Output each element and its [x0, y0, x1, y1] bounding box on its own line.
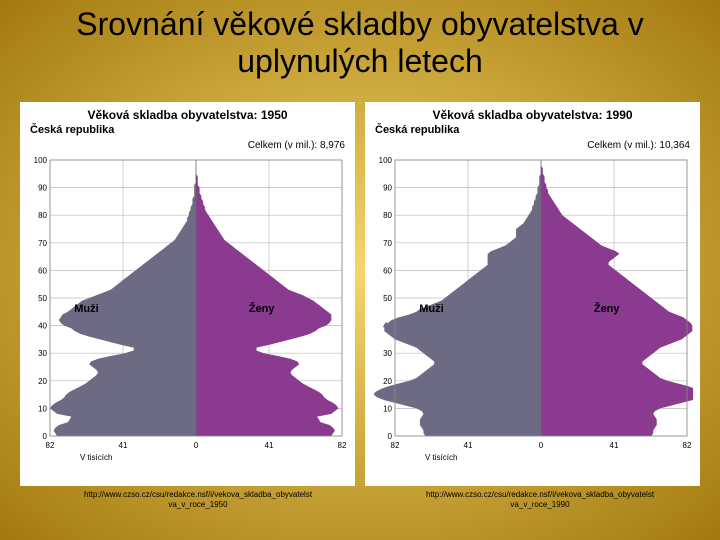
svg-text:82: 82: [338, 441, 347, 450]
chart-title: Věková skladba obyvatelstva: 1990: [365, 108, 700, 122]
slide: Srovnání věkové skladby obyvatelstva v u…: [0, 0, 720, 540]
svg-text:60: 60: [383, 266, 392, 275]
chart-title: Věková skladba obyvatelstva: 1950: [20, 108, 355, 122]
svg-text:0: 0: [539, 441, 544, 450]
svg-text:41: 41: [610, 441, 619, 450]
chart-subtitle: Česká republika: [30, 124, 114, 136]
svg-text:82: 82: [683, 441, 692, 450]
chart-1990: Věková skladba obyvatelstva: 1990 Česká …: [365, 102, 700, 486]
svg-text:50: 50: [383, 294, 392, 303]
svg-text:Ženy: Ženy: [594, 302, 621, 315]
svg-text:70: 70: [38, 239, 47, 248]
chart-subtitle: Česká republika: [375, 124, 459, 136]
svg-text:Muži: Muži: [419, 303, 443, 315]
svg-text:0: 0: [194, 441, 199, 450]
chart-caption: http://www.czso.cz/csu/redakce.nsf/i/vek…: [400, 490, 680, 509]
svg-text:70: 70: [383, 239, 392, 248]
svg-text:41: 41: [265, 441, 274, 450]
svg-text:50: 50: [38, 294, 47, 303]
chart-caption: http://www.czso.cz/csu/redakce.nsf/i/vek…: [58, 490, 338, 509]
population-pyramid-svg: 0 10 20 30 40 50 60 70 80 90 100 82 41 0 41 82 V tisícíc…: [28, 156, 348, 466]
charts-row: Věková skladba obyvatelstva: 1950 Česká …: [20, 102, 700, 486]
svg-text:V tisících: V tisících: [80, 453, 112, 462]
svg-text:0: 0: [43, 432, 48, 441]
svg-text:Muži: Muži: [74, 303, 98, 315]
svg-text:90: 90: [38, 184, 47, 193]
chart-total: Celkem (v mil.): 10,364: [587, 140, 690, 151]
svg-text:10: 10: [38, 404, 47, 413]
svg-text:40: 40: [38, 322, 47, 331]
svg-text:100: 100: [34, 156, 48, 165]
slide-title: Srovnání věkové skladby obyvatelstva v u…: [0, 6, 720, 80]
svg-text:82: 82: [46, 441, 55, 450]
svg-text:90: 90: [383, 184, 392, 193]
svg-text:80: 80: [38, 211, 47, 220]
svg-text:20: 20: [38, 377, 47, 386]
chart-total: Celkem (v mil.): 8,976: [248, 140, 345, 151]
svg-text:30: 30: [383, 349, 392, 358]
svg-text:41: 41: [119, 441, 128, 450]
svg-text:20: 20: [383, 377, 392, 386]
svg-text:30: 30: [38, 349, 47, 358]
chart-1950: Věková skladba obyvatelstva: 1950 Česká …: [20, 102, 355, 486]
svg-text:0: 0: [388, 432, 393, 441]
population-pyramid-svg: 0102030405060708090100824104182V tisícíc…: [373, 156, 693, 466]
svg-text:60: 60: [38, 266, 47, 275]
svg-text:10: 10: [383, 404, 392, 413]
svg-text:100: 100: [379, 156, 393, 165]
svg-text:Ženy: Ženy: [249, 302, 276, 315]
svg-text:V tisících: V tisících: [425, 453, 457, 462]
svg-text:82: 82: [391, 441, 400, 450]
svg-text:41: 41: [464, 441, 473, 450]
svg-text:80: 80: [383, 211, 392, 220]
